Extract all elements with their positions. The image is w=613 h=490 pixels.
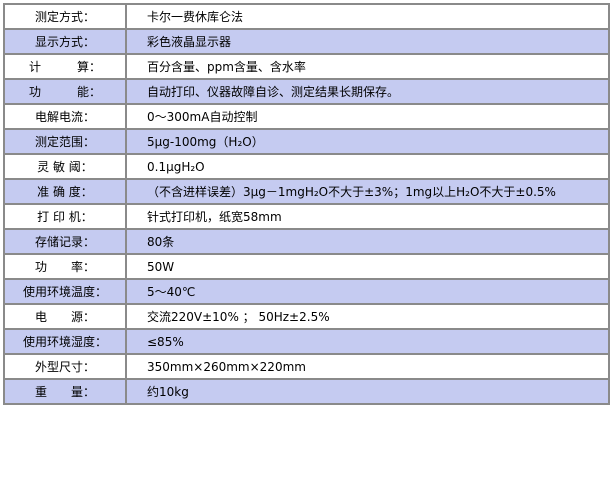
spec-row: 使用环境温度： 5～40℃ xyxy=(3,278,610,305)
spec-label: 准 确 度： xyxy=(3,178,127,205)
spec-row: 功 率： 50W xyxy=(3,253,610,280)
spec-label: 打 印 机： xyxy=(3,203,127,230)
spec-table: 测定方式： 卡尔一费休库仑法 显示方式： 彩色液晶显示器计 算： 百分含量、ppm含量、… xyxy=(3,3,610,405)
spec-row: 灵 敏 阈： 0.1μgH₂O xyxy=(3,153,610,180)
spec-value: 5μg-100mg（H₂O） xyxy=(125,128,610,155)
spec-value: 交流220V±10% ； 50Hz±2.5% xyxy=(125,303,610,330)
spec-label: 灵 敏 阈： xyxy=(3,153,127,180)
spec-value: 350mm×260mm×220mm xyxy=(125,353,610,380)
spec-label: 存储记录： xyxy=(3,228,127,255)
spec-row: 准 确 度： （不含进样误差）3μg－1mgH₂O不大于±3%；1mg以上H₂O不… xyxy=(3,178,610,205)
spec-row: 计 算： 百分含量、ppm含量、含水率 xyxy=(3,53,610,80)
spec-value: ≤85% xyxy=(125,328,610,355)
spec-label: 功 能： xyxy=(3,78,127,105)
spec-label: 测定方式： xyxy=(3,3,127,30)
spec-value: 5～40℃ xyxy=(125,278,610,305)
spec-label: 测定范围： xyxy=(3,128,127,155)
spec-row: 电解电流： 0～300mA自动控制 xyxy=(3,103,610,130)
spec-value: 0～300mA自动控制 xyxy=(125,103,610,130)
spec-label: 功 率： xyxy=(3,253,127,280)
spec-value: 百分含量、ppm含量、含水率 xyxy=(125,53,610,80)
spec-row: 测定范围： 5μg-100mg（H₂O） xyxy=(3,128,610,155)
spec-value: 50W xyxy=(125,253,610,280)
spec-label: 电 源： xyxy=(3,303,127,330)
spec-row: 外型尺寸： 350mm×260mm×220mm xyxy=(3,353,610,380)
spec-label: 外型尺寸： xyxy=(3,353,127,380)
spec-row: 功 能： 自动打印、仪器故障自诊、测定结果长期保存。 xyxy=(3,78,610,105)
spec-value: 约10kg xyxy=(125,378,610,405)
spec-label: 计 算： xyxy=(3,53,127,80)
spec-value: 0.1μgH₂O xyxy=(125,153,610,180)
spec-row: 使用环境湿度： ≤85% xyxy=(3,328,610,355)
spec-label: 电解电流： xyxy=(3,103,127,130)
spec-row: 电 源： 交流220V±10% ； 50Hz±2.5% xyxy=(3,303,610,330)
spec-row: 重 量： 约10kg xyxy=(3,378,610,405)
spec-label: 使用环境湿度： xyxy=(3,328,127,355)
spec-row: 打 印 机： 针式打印机，纸宽58mm xyxy=(3,203,610,230)
spec-label: 显示方式： xyxy=(3,28,127,55)
spec-value: 针式打印机，纸宽58mm xyxy=(125,203,610,230)
spec-value: 自动打印、仪器故障自诊、测定结果长期保存。 xyxy=(125,78,610,105)
spec-value: 卡尔一费休库仑法 xyxy=(125,3,610,30)
spec-value: 彩色液晶显示器 xyxy=(125,28,610,55)
spec-value: （不含进样误差）3μg－1mgH₂O不大于±3%；1mg以上H₂O不大于±0.5… xyxy=(125,178,610,205)
spec-row: 存储记录： 80条 xyxy=(3,228,610,255)
spec-row: 显示方式： 彩色液晶显示器 xyxy=(3,28,610,55)
spec-value: 80条 xyxy=(125,228,610,255)
spec-label: 重 量： xyxy=(3,378,127,405)
spec-label: 使用环境温度： xyxy=(3,278,127,305)
spec-row: 测定方式： 卡尔一费休库仑法 xyxy=(3,3,610,30)
